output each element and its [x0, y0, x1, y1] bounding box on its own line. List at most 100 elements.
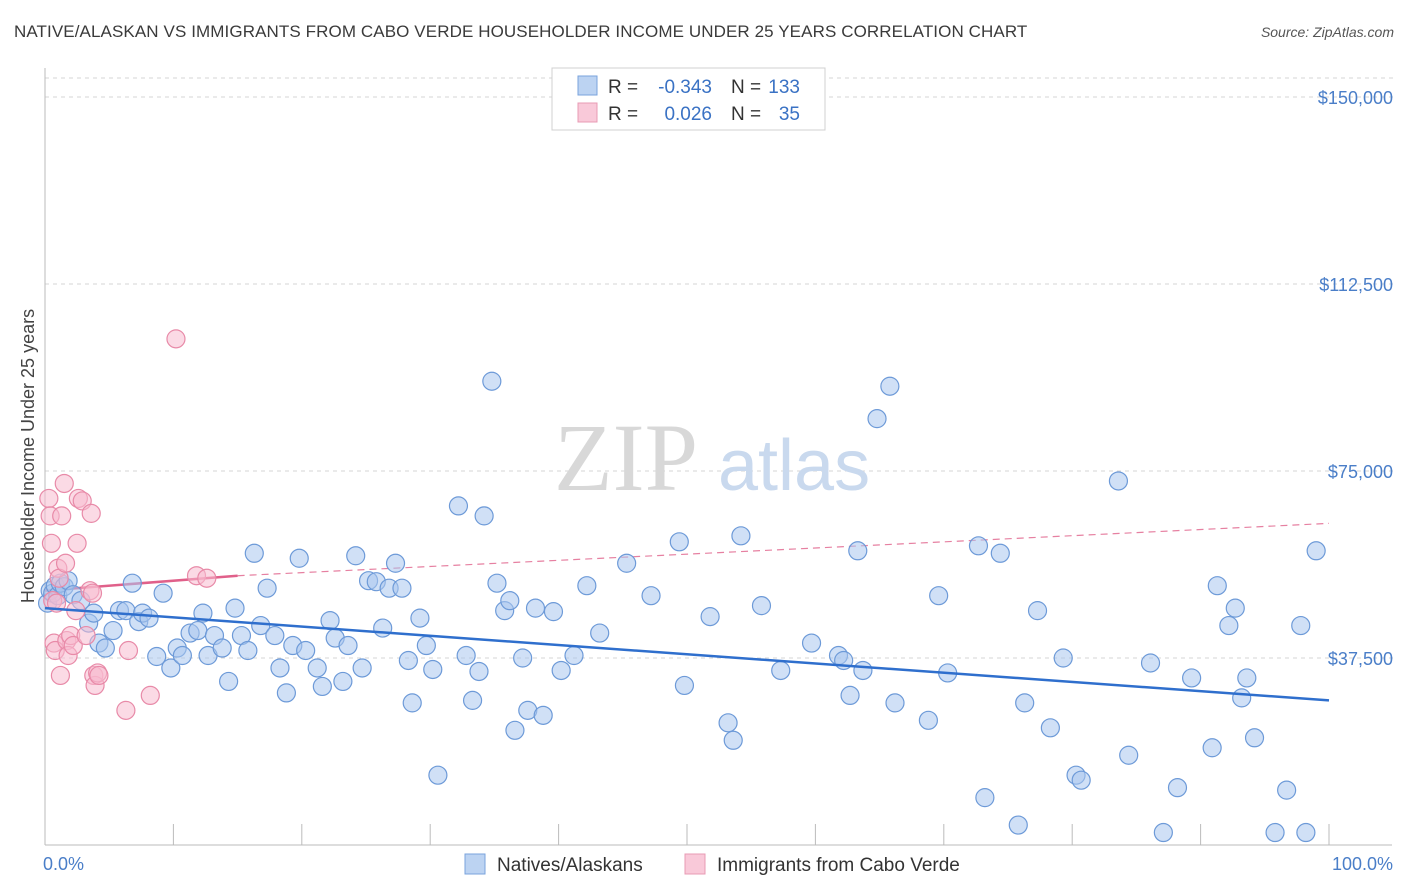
- y-tick-label-0: $37,500: [1328, 649, 1393, 669]
- point-natives-41: [276, 683, 296, 703]
- point-natives-70: [482, 371, 502, 391]
- point-natives-117: [1119, 745, 1139, 765]
- point-natives-113: [1053, 648, 1073, 668]
- point-natives-27: [188, 620, 208, 641]
- point-natives-85: [641, 586, 661, 606]
- point-natives-106: [968, 536, 989, 556]
- watermark-zip: ZIP: [554, 404, 698, 511]
- point-natives-88: [700, 607, 720, 627]
- point-natives-63: [423, 659, 443, 680]
- point-natives-94: [801, 633, 822, 653]
- y-tick-labels: $37,500 $75,000 $112,500 $150,000: [1318, 88, 1393, 669]
- source-credit: Source: ZipAtlas.com: [1260, 24, 1394, 40]
- point-natives-116: [1108, 471, 1129, 491]
- point-natives-108: [990, 543, 1010, 563]
- point-natives-118: [1140, 653, 1161, 673]
- point-natives-14: [103, 620, 123, 641]
- point-natives-119: [1153, 822, 1173, 843]
- point-natives-59: [398, 650, 418, 671]
- point-natives-81: [564, 645, 584, 666]
- point-natives-115: [1071, 770, 1091, 790]
- point-natives-102: [885, 693, 905, 713]
- trend-line-natives: [44, 606, 1330, 702]
- point-natives-97: [840, 685, 860, 706]
- point-cabo-verde-32: [166, 329, 186, 349]
- point-natives-132: [1296, 822, 1316, 843]
- point-natives-43: [289, 548, 309, 568]
- point-natives-44: [296, 640, 316, 661]
- series-cabo-verde-points: [39, 329, 217, 720]
- point-natives-131: [1291, 615, 1311, 636]
- point-natives-77: [525, 598, 546, 618]
- point-natives-103: [918, 710, 938, 730]
- point-natives-129: [1265, 822, 1285, 843]
- point-natives-110: [1015, 693, 1035, 713]
- point-natives-86: [669, 532, 689, 552]
- point-natives-28: [193, 603, 213, 623]
- point-natives-22: [153, 583, 173, 603]
- point-natives-79: [543, 602, 564, 622]
- point-natives-50: [338, 635, 358, 656]
- legend-r-label-1: R =: [608, 77, 638, 98]
- chart-title: NATIVE/ALASKAN VS IMMIGRANTS FROM CABO V…: [14, 22, 1028, 41]
- point-natives-92: [751, 596, 772, 616]
- bottom-legend-label-cabo-verde: Immigrants from Cabo Verde: [717, 855, 960, 876]
- point-cabo-verde-2: [41, 533, 62, 553]
- point-natives-46: [312, 676, 332, 697]
- point-cabo-verde-29: [116, 700, 136, 720]
- point-natives-38: [257, 578, 277, 598]
- point-natives-58: [392, 578, 412, 598]
- point-natives-73: [500, 591, 520, 611]
- point-natives-121: [1182, 668, 1202, 688]
- point-natives-100: [867, 409, 887, 429]
- point-natives-35: [238, 640, 258, 661]
- pink-trend-lines: [44, 522, 1330, 592]
- point-natives-84: [617, 553, 637, 573]
- point-natives-51: [346, 546, 366, 566]
- point-natives-112: [1040, 718, 1060, 738]
- trend-line-cabo-verde-extended: [237, 522, 1330, 577]
- x-tick-marks: [44, 824, 1330, 845]
- legend-r-value-1: -0.343: [658, 77, 712, 98]
- point-natives-60: [402, 693, 422, 713]
- point-natives-126: [1232, 688, 1252, 708]
- point-cabo-verde-12: [55, 553, 76, 573]
- point-cabo-verde-31: [140, 685, 160, 706]
- watermark-atlas: atlas: [718, 426, 870, 506]
- point-natives-66: [456, 645, 476, 666]
- point-natives-47: [320, 610, 340, 631]
- point-natives-127: [1237, 668, 1257, 688]
- legend-swatch-blue: [577, 75, 598, 96]
- point-natives-45: [307, 658, 327, 678]
- legend-n-value-2: 35: [779, 104, 800, 125]
- x-tick-label-right: 100.0%: [1332, 854, 1393, 874]
- legend-swatch-pink: [577, 102, 598, 123]
- point-natives-109: [1008, 815, 1028, 835]
- point-natives-93: [771, 660, 791, 681]
- point-natives-57: [385, 553, 406, 573]
- point-natives-33: [225, 598, 245, 618]
- point-natives-32: [219, 671, 239, 692]
- point-natives-40: [270, 658, 290, 678]
- legend-r-value-2: 0.026: [664, 104, 712, 125]
- point-cabo-verde-30: [118, 640, 139, 661]
- point-natives-120: [1167, 778, 1188, 798]
- point-natives-99: [853, 660, 873, 681]
- legend-n-label-2: N =: [731, 104, 761, 125]
- point-cabo-verde-28: [89, 665, 109, 686]
- y-tick-label-2: $112,500: [1319, 275, 1393, 295]
- point-natives-68: [469, 661, 489, 682]
- y-axis-label: Householder Income Under 25 years: [18, 309, 38, 603]
- bottom-legend-swatch-pink: [684, 853, 706, 875]
- point-natives-65: [448, 496, 469, 516]
- point-natives-39: [265, 625, 285, 646]
- point-natives-13: [95, 638, 115, 658]
- x-tick-label-left: 0.0%: [43, 854, 84, 874]
- point-cabo-verde-16: [63, 635, 83, 656]
- series-natives-points: [37, 371, 1326, 843]
- point-natives-91: [731, 526, 751, 546]
- point-natives-67: [462, 690, 483, 710]
- point-natives-83: [590, 623, 610, 643]
- point-cabo-verde-21: [76, 625, 96, 646]
